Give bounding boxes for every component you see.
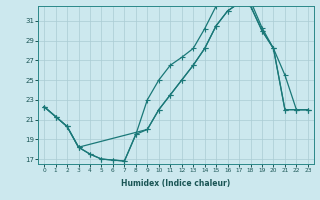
X-axis label: Humidex (Indice chaleur): Humidex (Indice chaleur) bbox=[121, 179, 231, 188]
